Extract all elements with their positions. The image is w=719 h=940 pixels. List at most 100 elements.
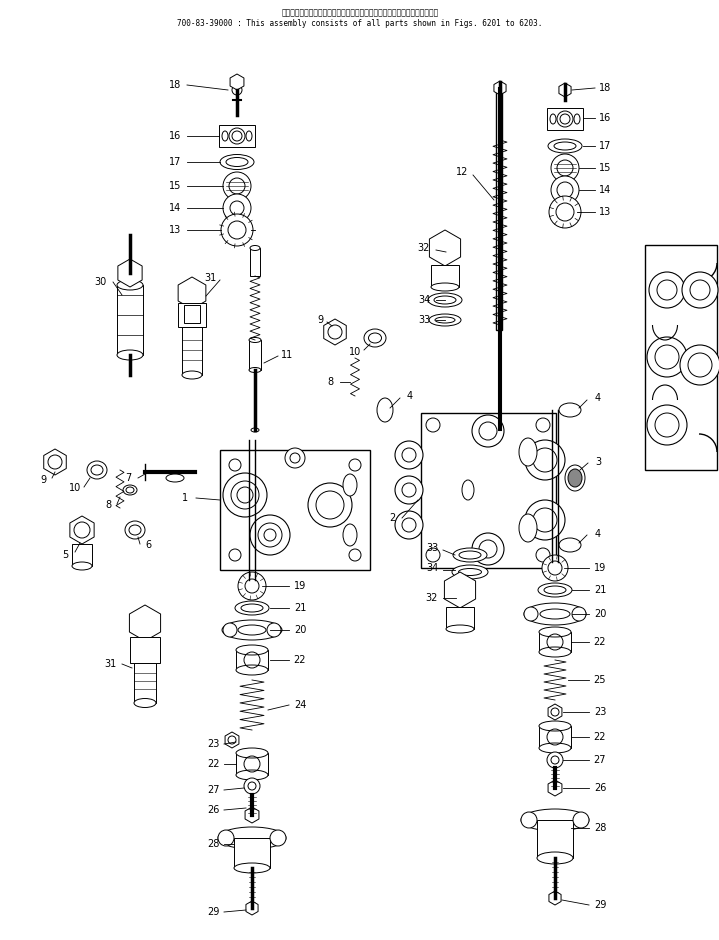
Ellipse shape [519,514,537,542]
Ellipse shape [220,154,254,169]
Circle shape [472,533,504,565]
Ellipse shape [428,293,462,307]
Polygon shape [246,901,258,915]
Circle shape [250,515,290,555]
Circle shape [426,548,440,562]
Circle shape [536,548,550,562]
Polygon shape [494,81,506,95]
Polygon shape [245,807,259,823]
Text: 12: 12 [456,167,468,177]
Circle shape [395,511,423,539]
Ellipse shape [134,698,156,708]
Ellipse shape [446,625,474,633]
Text: 26: 26 [207,805,219,815]
Text: 14: 14 [599,185,611,195]
Circle shape [270,830,286,846]
Text: 13: 13 [169,225,181,235]
Text: 29: 29 [594,900,606,910]
Ellipse shape [453,548,487,562]
Ellipse shape [125,521,145,539]
Bar [645,245,717,470]
Text: 8: 8 [327,377,333,387]
Text: 28: 28 [207,839,219,849]
Bar [178,303,206,327]
Ellipse shape [250,245,260,250]
Ellipse shape [521,809,589,831]
Ellipse shape [166,474,184,482]
Polygon shape [496,88,502,330]
Ellipse shape [222,131,228,141]
Ellipse shape [249,368,261,372]
Circle shape [349,459,361,471]
Text: 10: 10 [349,347,361,357]
Text: 17: 17 [169,157,181,167]
Bar [539,726,571,748]
Circle shape [221,214,253,246]
Ellipse shape [559,538,581,552]
Text: 28: 28 [594,823,606,833]
Text: 26: 26 [594,783,606,793]
Polygon shape [548,780,562,796]
Ellipse shape [559,403,581,417]
Bar [117,285,143,355]
Ellipse shape [462,480,474,500]
Circle shape [573,812,589,828]
Text: 17: 17 [599,141,611,151]
Text: 30: 30 [94,277,106,287]
Polygon shape [548,704,562,720]
Circle shape [551,154,579,182]
Polygon shape [444,572,475,608]
Text: 10: 10 [69,483,81,493]
Bar [431,265,459,287]
Text: 23: 23 [207,739,219,749]
Text: 33: 33 [418,315,430,325]
Circle shape [536,418,550,432]
Ellipse shape [539,721,571,731]
Ellipse shape [182,371,202,379]
Polygon shape [129,605,160,641]
Bar [249,340,261,370]
Text: 21: 21 [294,603,306,613]
Polygon shape [429,230,461,266]
Text: 15: 15 [599,163,611,173]
Circle shape [542,555,568,581]
Text: 8: 8 [105,500,111,510]
Text: 22: 22 [294,655,306,665]
Text: 18: 18 [599,83,611,93]
Circle shape [229,459,241,471]
Ellipse shape [117,280,143,290]
Text: 20: 20 [594,609,606,619]
Ellipse shape [548,139,582,153]
Text: 32: 32 [426,593,438,603]
Text: 25: 25 [594,675,606,685]
Circle shape [223,172,251,200]
Text: 14: 14 [169,203,181,213]
Text: 9: 9 [40,475,46,485]
Circle shape [524,607,538,621]
Text: 11: 11 [281,350,293,360]
Text: 19: 19 [594,563,606,573]
Bar [184,305,200,323]
Text: 22: 22 [594,732,606,742]
Text: 32: 32 [418,243,430,253]
Circle shape [238,572,266,600]
Circle shape [232,85,242,95]
Circle shape [426,418,440,432]
Circle shape [682,272,718,308]
Ellipse shape [452,565,488,579]
Ellipse shape [431,283,459,291]
Circle shape [557,111,573,127]
Circle shape [229,128,245,144]
Text: 29: 29 [207,907,219,917]
Circle shape [525,500,565,540]
Text: 31: 31 [204,273,216,283]
Circle shape [349,549,361,561]
Circle shape [521,812,537,828]
Circle shape [649,272,685,308]
Text: 24: 24 [294,700,306,710]
Text: 4: 4 [595,393,601,403]
Circle shape [244,778,260,794]
Ellipse shape [539,743,571,753]
Text: 4: 4 [407,391,413,401]
Text: 22: 22 [207,759,219,769]
